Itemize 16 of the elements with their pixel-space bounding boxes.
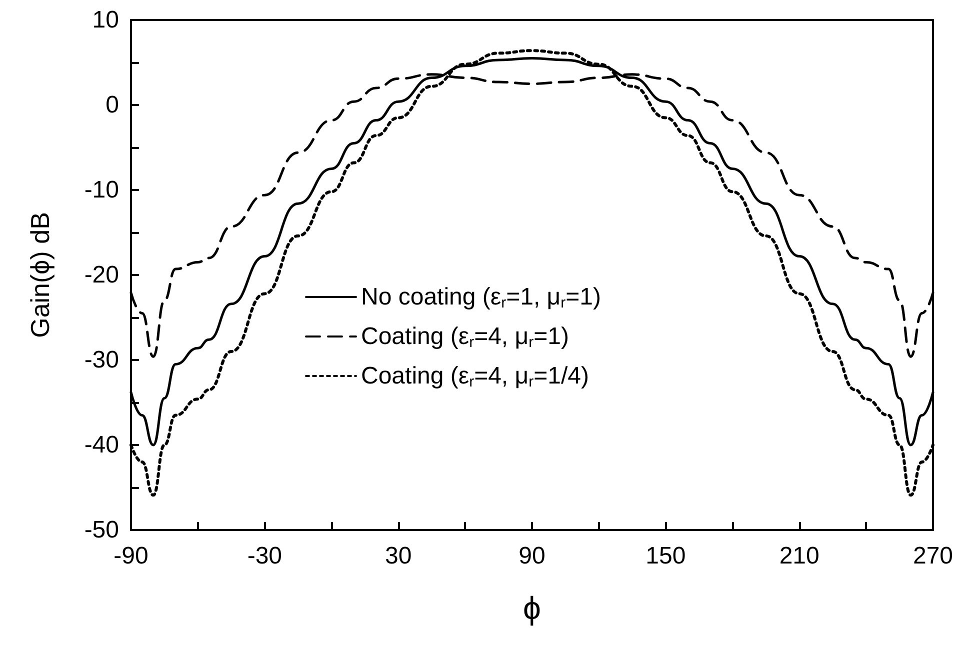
x-tick-label: 270 (912, 542, 954, 570)
x-tick-label: -90 (114, 542, 148, 570)
x-tick-label: 90 (518, 542, 546, 570)
y-tick-label: -10 (84, 176, 119, 204)
y-tick-label: -30 (84, 346, 119, 374)
y-tick-label: -40 (84, 432, 119, 458)
x-tick-label: 210 (779, 542, 820, 570)
x-tick-label: 150 (646, 542, 686, 570)
y-axis-title: Gain(ϕ) dB (25, 212, 55, 338)
x-tick-label: -30 (247, 542, 282, 570)
x-tick-label: 30 (384, 542, 412, 570)
y-tick-label: -50 (84, 516, 119, 544)
y-tick-label: 0 (106, 92, 119, 118)
y-tick-label: -20 (84, 262, 119, 288)
y-tick-label: 10 (92, 6, 119, 34)
x-axis-title: ϕ (523, 590, 541, 626)
